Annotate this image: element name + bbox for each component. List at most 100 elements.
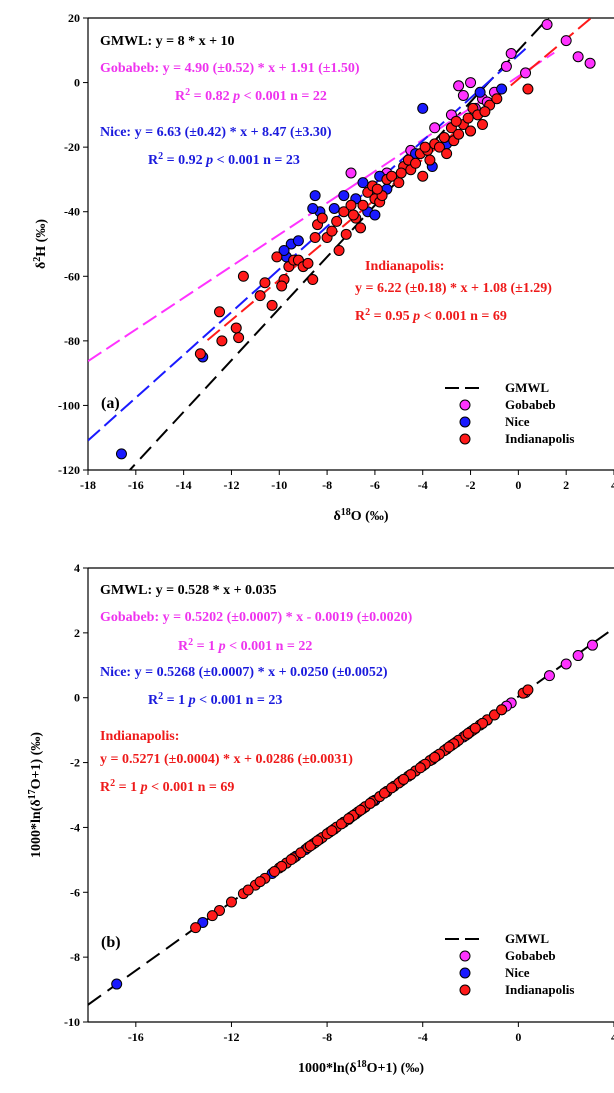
point-gobabeb <box>466 78 476 88</box>
point-gobabeb <box>573 52 583 62</box>
x-tick-label: -4 <box>418 478 428 492</box>
point-gobabeb <box>501 61 511 71</box>
x-tick-label: -6 <box>370 478 380 492</box>
annotation-indy-title: Indianapolis: <box>365 259 444 274</box>
panel-label-b: (b) <box>101 934 121 951</box>
point-indianapolis <box>234 333 244 343</box>
point-indianapolis <box>277 281 287 291</box>
point-indianapolis <box>365 798 375 808</box>
point-indianapolis <box>238 271 248 281</box>
point-gobabeb <box>430 123 440 133</box>
legend-nice-swatch <box>460 968 470 978</box>
point-indianapolis <box>332 216 342 226</box>
y-tick-label: -80 <box>64 334 80 348</box>
point-nice <box>370 210 380 220</box>
annotation-gobabeb-eq: Gobabeb: y = 0.5202 (±0.0007) * x - 0.00… <box>100 610 413 625</box>
annotation-nice-eq: Nice: y = 6.63 (±0.42) * x + 8.47 (±3.30… <box>100 125 332 140</box>
point-indianapolis <box>523 84 533 94</box>
point-indianapolis <box>255 877 265 887</box>
y-tick-label: 0 <box>74 76 80 90</box>
annotation-nice-stats: R2 = 1 p < 0.001 n = 23 <box>148 691 282 709</box>
annotation-indy-title: Indianapolis: <box>100 729 179 744</box>
line-gmwl <box>124 6 559 476</box>
point-gobabeb <box>346 168 356 178</box>
x-tick-label: -14 <box>176 478 192 492</box>
point-indianapolis <box>430 752 440 762</box>
annotation-indy-stats: R2 = 0.95 p < 0.001 n = 69 <box>355 307 507 325</box>
annotation-indy-eq: y = 0.5271 (±0.0004) * x + 0.0286 (±0.00… <box>100 752 353 767</box>
x-tick-label: -18 <box>80 478 96 492</box>
point-indianapolis <box>348 210 358 220</box>
point-nice <box>497 84 507 94</box>
y-tick-label: -8 <box>70 950 80 964</box>
legend-nice-label: Nice <box>505 414 530 429</box>
y-tick-label: -40 <box>64 205 80 219</box>
y-tick-label: 0 <box>74 691 80 705</box>
point-indianapolis <box>191 923 201 933</box>
point-nice <box>475 87 485 97</box>
point-indianapolis <box>269 867 279 877</box>
point-indianapolis <box>317 213 327 223</box>
point-nice <box>358 178 368 188</box>
point-indianapolis <box>341 229 351 239</box>
y-tick-label: -60 <box>64 269 80 283</box>
point-indianapolis <box>308 275 318 285</box>
y-tick-label: -100 <box>58 398 80 412</box>
x-tick-label: -8 <box>322 1030 332 1044</box>
point-indianapolis <box>420 142 430 152</box>
point-indianapolis <box>344 814 354 824</box>
point-indianapolis <box>399 774 409 784</box>
point-gobabeb <box>458 90 468 100</box>
point-indianapolis <box>226 897 236 907</box>
point-indianapolis <box>492 94 502 104</box>
annotation-indy-stats: R2 = 1 p < 0.001 n = 69 <box>100 778 234 796</box>
point-nice <box>116 449 126 459</box>
point-indianapolis <box>310 233 320 243</box>
x-axis-label: 1000*ln(δ18O+1) (‰) <box>298 1059 424 1077</box>
point-gobabeb <box>542 19 552 29</box>
point-indianapolis <box>313 836 323 846</box>
annotation-gmwl: GMWL: y = 0.528 * x + 0.035 <box>100 583 277 598</box>
y-tick-label: -120 <box>58 463 80 477</box>
point-indianapolis <box>356 805 366 815</box>
point-indianapolis <box>497 705 507 715</box>
point-indianapolis <box>217 336 227 346</box>
y-tick-label: -2 <box>70 756 80 770</box>
point-nice <box>112 979 122 989</box>
point-gobabeb <box>544 671 554 681</box>
point-gobabeb <box>573 651 583 661</box>
point-indianapolis <box>439 132 449 142</box>
point-indianapolis <box>418 171 428 181</box>
point-indianapolis <box>358 200 368 210</box>
x-tick-label: -12 <box>223 478 239 492</box>
annotation-gobabeb-stats: R2 = 1 p < 0.001 n = 22 <box>178 637 312 655</box>
point-indianapolis <box>327 826 337 836</box>
point-indianapolis <box>346 200 356 210</box>
point-indianapolis <box>267 300 277 310</box>
x-tick-label: 0 <box>515 1030 521 1044</box>
point-nice <box>308 203 318 213</box>
y-tick-label: 20 <box>68 11 80 25</box>
point-indianapolis <box>327 226 337 236</box>
point-indianapolis <box>480 107 490 117</box>
legend-gobabeb-swatch <box>460 400 470 410</box>
point-indianapolis <box>454 129 464 139</box>
point-gobabeb <box>506 49 516 59</box>
annotation-gobabeb-eq: Gobabeb: y = 4.90 (±0.52) * x + 1.91 (±1… <box>100 61 360 76</box>
point-indianapolis <box>387 783 397 793</box>
point-indianapolis <box>303 258 313 268</box>
point-indianapolis <box>215 307 225 317</box>
point-indianapolis <box>444 742 454 752</box>
point-indianapolis <box>463 113 473 123</box>
legend-gobabeb-label: Gobabeb <box>505 948 556 963</box>
point-indianapolis <box>415 763 425 773</box>
point-indianapolis <box>442 149 452 159</box>
y-tick-label: -6 <box>70 885 80 899</box>
x-axis-label: δ18O (‰) <box>334 507 389 525</box>
x-tick-label: 0 <box>515 478 521 492</box>
point-indianapolis <box>334 245 344 255</box>
point-gobabeb <box>561 36 571 46</box>
y-tick-label: -4 <box>70 820 80 834</box>
